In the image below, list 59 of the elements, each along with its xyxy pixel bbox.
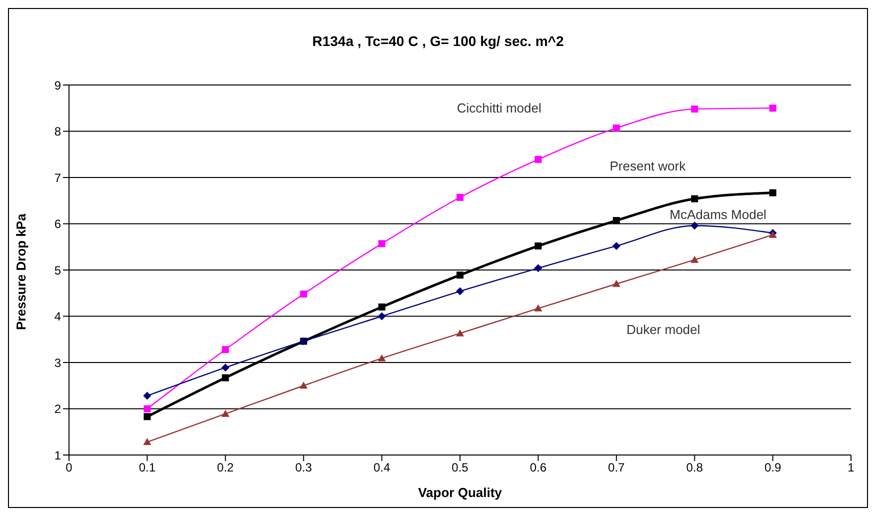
series-label: McAdams Model [670, 207, 767, 222]
point [222, 346, 229, 354]
point [378, 240, 386, 248]
point [456, 329, 464, 336]
point [534, 304, 542, 312]
x-tick-label: 0.4 [373, 460, 390, 475]
point [221, 410, 230, 417]
point [300, 290, 308, 298]
point [378, 304, 386, 310]
point [691, 195, 698, 202]
y-tick-label: 7 [54, 170, 62, 185]
point [612, 242, 620, 250]
y-tick-label: 2 [54, 402, 62, 416]
x-tick-label: 0.2 [217, 460, 234, 475]
point [690, 256, 699, 263]
text: Duker model [626, 322, 700, 337]
x-tick-label: 1 [848, 460, 855, 475]
x-tick-label: 0.8 [686, 460, 704, 475]
y-tick-label: 9 [54, 78, 62, 92]
point [769, 104, 776, 112]
series-label: Present work [610, 158, 686, 174]
point [143, 438, 152, 446]
y-tick-label: 5 [54, 263, 62, 278]
point [222, 374, 229, 382]
point [300, 382, 308, 389]
text: Cicchitti model [456, 100, 542, 116]
point [612, 280, 620, 287]
point [534, 264, 542, 272]
x-tick-label: 0 [66, 460, 73, 475]
point [378, 354, 386, 362]
y-axis-title: Pressure Drop kPa [14, 212, 29, 330]
x-tick-label: 0.9 [764, 460, 782, 475]
x-tick-label: 0.6 [530, 460, 547, 475]
x-axis-title: Vapor Quality [418, 485, 503, 500]
point [221, 364, 230, 372]
y-tick-label: 6 [54, 217, 62, 232]
y-tick-label: 3 [54, 356, 62, 370]
y-tick-label: 4 [54, 310, 62, 324]
point [534, 242, 542, 250]
x-tick-label: 0.5 [452, 460, 469, 475]
point [612, 124, 620, 132]
x-tick-label: 0.7 [608, 460, 626, 475]
point [456, 194, 464, 201]
point [456, 287, 464, 296]
point [144, 413, 151, 420]
y-tick-label: 8 [54, 124, 62, 139]
point [378, 312, 386, 320]
point [691, 106, 698, 113]
point [144, 405, 151, 412]
x-tick-label: 0.3 [295, 460, 312, 475]
point [612, 217, 620, 224]
x-tick-label: 0.1 [138, 460, 156, 475]
point [769, 189, 776, 196]
chart-title: R134a , Tc=40 C , G= 100 kg/ sec. m^2 [311, 32, 565, 51]
point [456, 272, 464, 279]
point [690, 222, 699, 230]
y-tick-label: 1 [54, 448, 62, 462]
point [143, 392, 152, 400]
point [534, 156, 542, 163]
